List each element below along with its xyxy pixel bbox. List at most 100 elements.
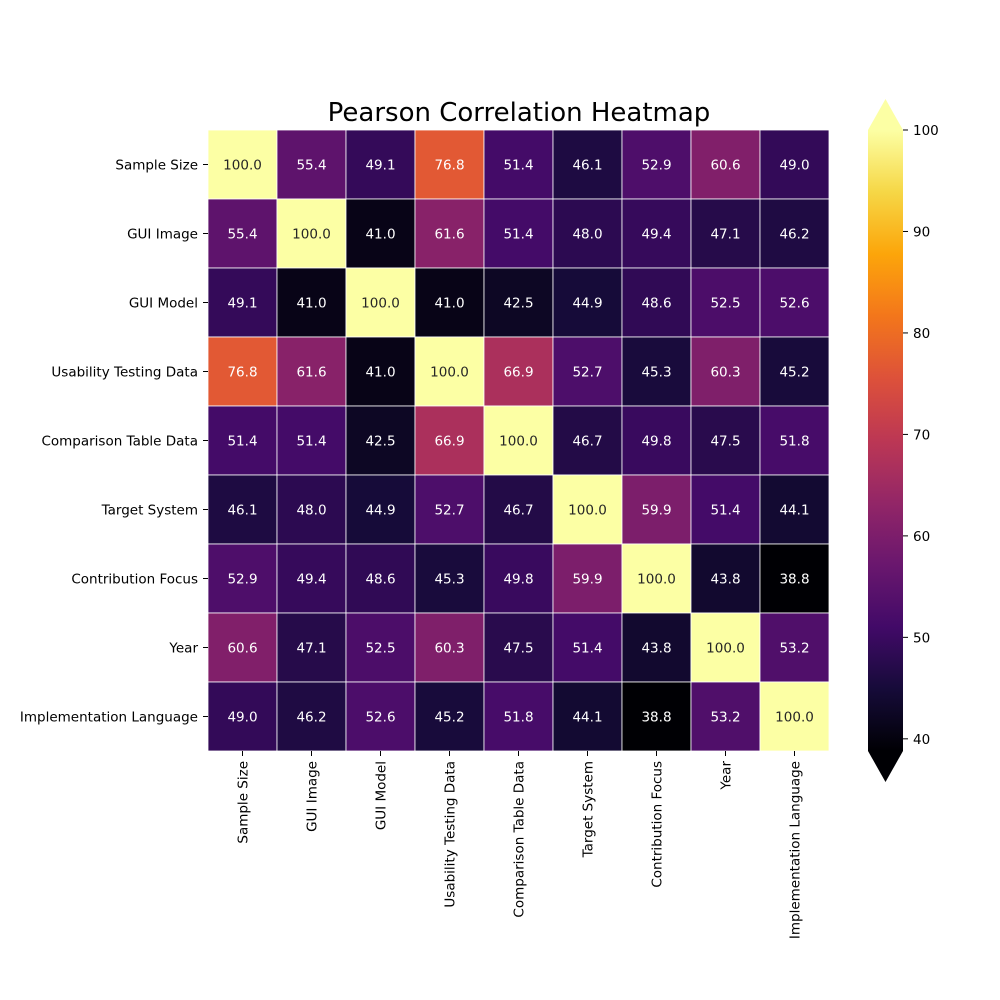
cell-value-label: 76.8 (434, 158, 464, 174)
heatmap-cell (759, 267, 830, 338)
row-tick-labels: Sample Size GUI Image GUI Model Usability T… (20, 158, 208, 726)
heatmap-cell (690, 336, 761, 407)
colorbar-tick-label: 100 (913, 123, 939, 139)
heatmap-cell (414, 336, 485, 407)
cell-value-label: 76.8 (227, 365, 257, 381)
colorbar-extend-min (868, 751, 903, 782)
heatmap-cell (552, 405, 623, 476)
cell-value-label: 46.7 (503, 503, 533, 519)
heatmap-cell (759, 612, 830, 683)
cell-value-label: 45.2 (779, 365, 809, 381)
heatmap-cell (345, 198, 416, 269)
column-tick-label: GUI Model (374, 761, 390, 830)
heatmap-cell (207, 129, 278, 200)
cell-value-label: 47.1 (296, 641, 326, 657)
colorbar-gradient (868, 130, 903, 751)
heatmap-cell (276, 336, 347, 407)
heatmap-cell (759, 198, 830, 269)
colorbar: 40 50 60 70 80 90 100 (868, 99, 939, 782)
cell-value-label: 49.0 (227, 710, 257, 726)
cell-value-label: 52.6 (365, 710, 395, 726)
cell-value-label: 48.6 (365, 572, 395, 588)
heatmap-cell (690, 198, 761, 269)
cell-value-label: 46.2 (296, 710, 326, 726)
cell-value-label: 61.6 (296, 365, 326, 381)
heatmap-cell (207, 336, 278, 407)
heatmap-cell (621, 612, 692, 683)
heatmap-cell (414, 612, 485, 683)
row-tick-label: GUI Model (129, 296, 198, 312)
heatmap-cell (483, 129, 554, 200)
cell-value-label: 47.5 (503, 641, 533, 657)
cell-value-label: 53.2 (779, 641, 809, 657)
cell-value-label: 100.0 (292, 227, 331, 243)
cell-value-label: 45.3 (434, 572, 464, 588)
heatmap-cell (759, 681, 830, 752)
cell-value-label: 46.7 (572, 434, 602, 450)
cell-value-label: 51.8 (779, 434, 809, 450)
heatmap-cell (207, 267, 278, 338)
heatmap-cell (690, 474, 761, 545)
heatmap-cell (345, 405, 416, 476)
cell-value-label: 60.3 (710, 365, 740, 381)
cell-value-label: 46.2 (779, 227, 809, 243)
heatmap-cell (621, 681, 692, 752)
heatmap-cell (414, 267, 485, 338)
heatmap-cell (276, 405, 347, 476)
chart-title: Pearson Correlation Heatmap (328, 98, 711, 128)
cell-value-label: 51.4 (296, 434, 326, 450)
cell-value-label: 52.5 (710, 296, 740, 312)
heatmap-cell (345, 681, 416, 752)
heatmap-cell (621, 267, 692, 338)
colorbar-extend-max (868, 99, 903, 130)
cell-value-label: 55.4 (227, 227, 257, 243)
heatmap-cell (759, 336, 830, 407)
heatmap-cell (552, 612, 623, 683)
cell-value-label: 52.9 (227, 572, 257, 588)
cell-value-label: 51.4 (503, 227, 533, 243)
cell-value-label: 41.0 (296, 296, 326, 312)
heatmap-cell (414, 681, 485, 752)
cell-value-label: 48.6 (641, 296, 671, 312)
cell-value-label: 100.0 (361, 296, 400, 312)
cell-value-label: 66.9 (434, 434, 464, 450)
cell-value-label: 52.9 (641, 158, 671, 174)
heatmap-cell (276, 474, 347, 545)
heatmap-cell (483, 267, 554, 338)
column-tick-label: Target System (581, 761, 597, 858)
cell-value-label: 100.0 (568, 503, 607, 519)
heatmap-cell (621, 198, 692, 269)
heatmap-cell (483, 198, 554, 269)
row-tick-label: Implementation Language (20, 710, 198, 726)
heatmap-cell (621, 405, 692, 476)
cell-value-label: 60.6 (227, 641, 257, 657)
cell-value-label: 45.2 (434, 710, 464, 726)
heatmap-cell (345, 474, 416, 545)
heatmap-cell (345, 612, 416, 683)
cell-value-label: 44.9 (572, 296, 602, 312)
heatmap-cell (690, 129, 761, 200)
cell-value-label: 100.0 (499, 434, 538, 450)
heatmap-cell (207, 681, 278, 752)
cell-value-label: 48.0 (296, 503, 326, 519)
cell-value-label: 66.9 (503, 365, 533, 381)
cell-value-label: 38.8 (641, 710, 671, 726)
column-tick-label: Contribution Focus (650, 761, 666, 888)
heatmap-cell (276, 267, 347, 338)
cell-value-label: 47.1 (710, 227, 740, 243)
heatmap-cell (414, 474, 485, 545)
heatmap-cell (345, 129, 416, 200)
cell-value-label: 49.1 (365, 158, 395, 174)
column-tick-label: Implementation Language (788, 761, 804, 939)
colorbar-tick-label: 60 (913, 529, 930, 545)
heatmap-cell (483, 543, 554, 614)
cell-value-label: 46.1 (227, 503, 257, 519)
cell-value-label: 43.8 (710, 572, 740, 588)
colorbar-tick-label: 90 (913, 224, 930, 240)
heatmap-cell (759, 474, 830, 545)
heatmap-cell (207, 612, 278, 683)
cell-value-label: 60.3 (434, 641, 464, 657)
colorbar-tick-label: 70 (913, 427, 930, 443)
cell-value-label: 44.9 (365, 503, 395, 519)
